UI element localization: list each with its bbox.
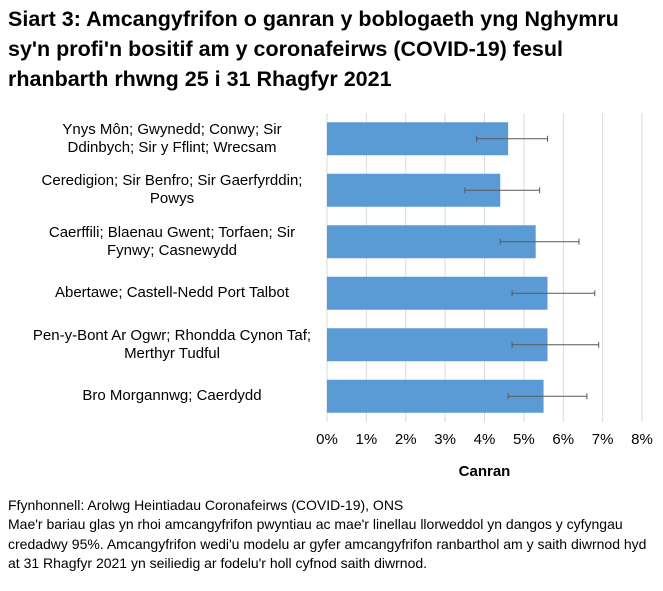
x-tick-label: 8% <box>631 431 653 448</box>
y-tick-label: Pen-y-Bont Ar Ogwr; Rhondda Cynon Taf; M… <box>32 326 312 362</box>
chart-title: Siart 3: Amcangyfrifon o ganran y boblog… <box>8 7 619 91</box>
x-tick-label: 6% <box>552 431 574 448</box>
bar <box>327 379 544 413</box>
y-tick-label: Caerffili; Blaenau Gwent; Torfaen; Sir F… <box>48 223 296 259</box>
bar <box>327 276 548 310</box>
y-tick-label: Ceredigion; Sir Benfro; Sir Gaerfyrddin;… <box>41 172 303 208</box>
y-tick-label: Abertawe; Castell-Nedd Port Talbot <box>54 284 289 302</box>
bar <box>327 328 548 362</box>
x-axis-title: Canran <box>459 463 511 480</box>
source: Ffynhonnell: Arolwg Heintiadau Coronafei… <box>8 497 404 513</box>
x-tick-label: 7% <box>592 431 614 448</box>
y-tick-label: Ynys Môn; Gwynedd; Conwy; Sir Ddinbych; … <box>62 120 282 156</box>
y-tick-label: Bro Morgannwg; Caerdydd <box>82 387 262 405</box>
x-tick-label: 0% <box>316 431 338 448</box>
x-tick-label: 4% <box>474 431 496 448</box>
x-tick-label: 5% <box>513 431 535 448</box>
x-tick-label: 1% <box>356 431 378 448</box>
x-tick-label: 2% <box>395 431 417 448</box>
x-tick-label: 3% <box>434 431 456 448</box>
note: Mae'r bariau glas yn rhoi amcangyfrifon … <box>8 516 647 571</box>
